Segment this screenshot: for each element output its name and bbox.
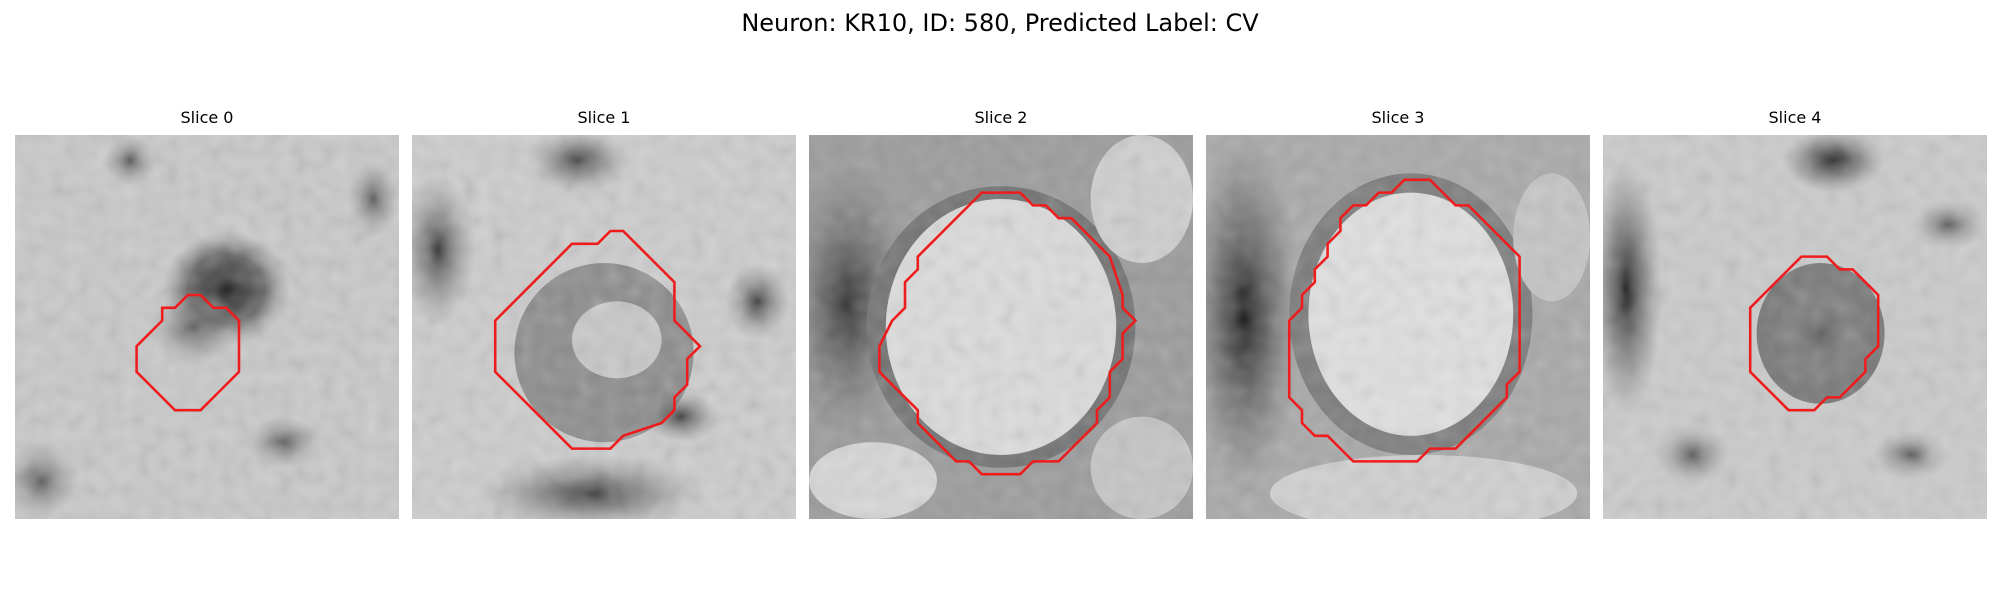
slice-image-3 <box>1206 135 1590 519</box>
slice-title-0: Slice 0 <box>180 108 234 127</box>
slice-title-1: Slice 1 <box>577 108 631 127</box>
roi-contour-1 <box>493 229 702 450</box>
roi-contour-0 <box>135 293 241 412</box>
slice-title-4: Slice 4 <box>1768 108 1822 127</box>
slice-title-2: Slice 2 <box>974 108 1028 127</box>
figure-title: Neuron: KR10, ID: 580, Predicted Label: … <box>741 9 1259 37</box>
slice-title-3: Slice 3 <box>1371 108 1425 127</box>
slice-panel-0: Slice 0 <box>15 108 399 519</box>
slice-panel-3: Slice 3 <box>1206 108 1590 519</box>
roi-contour-2 <box>878 191 1138 476</box>
roi-contour-4 <box>1748 255 1880 412</box>
roi-contour-3 <box>1287 178 1521 463</box>
slice-image-0 <box>15 135 399 519</box>
slice-image-4 <box>1603 135 1987 519</box>
slice-image-1 <box>412 135 796 519</box>
slice-panel-4: Slice 4 <box>1603 108 1987 519</box>
slice-panel-1: Slice 1 <box>412 108 796 519</box>
slice-image-2 <box>809 135 1193 519</box>
slice-panel-2: Slice 2 <box>809 108 1193 519</box>
